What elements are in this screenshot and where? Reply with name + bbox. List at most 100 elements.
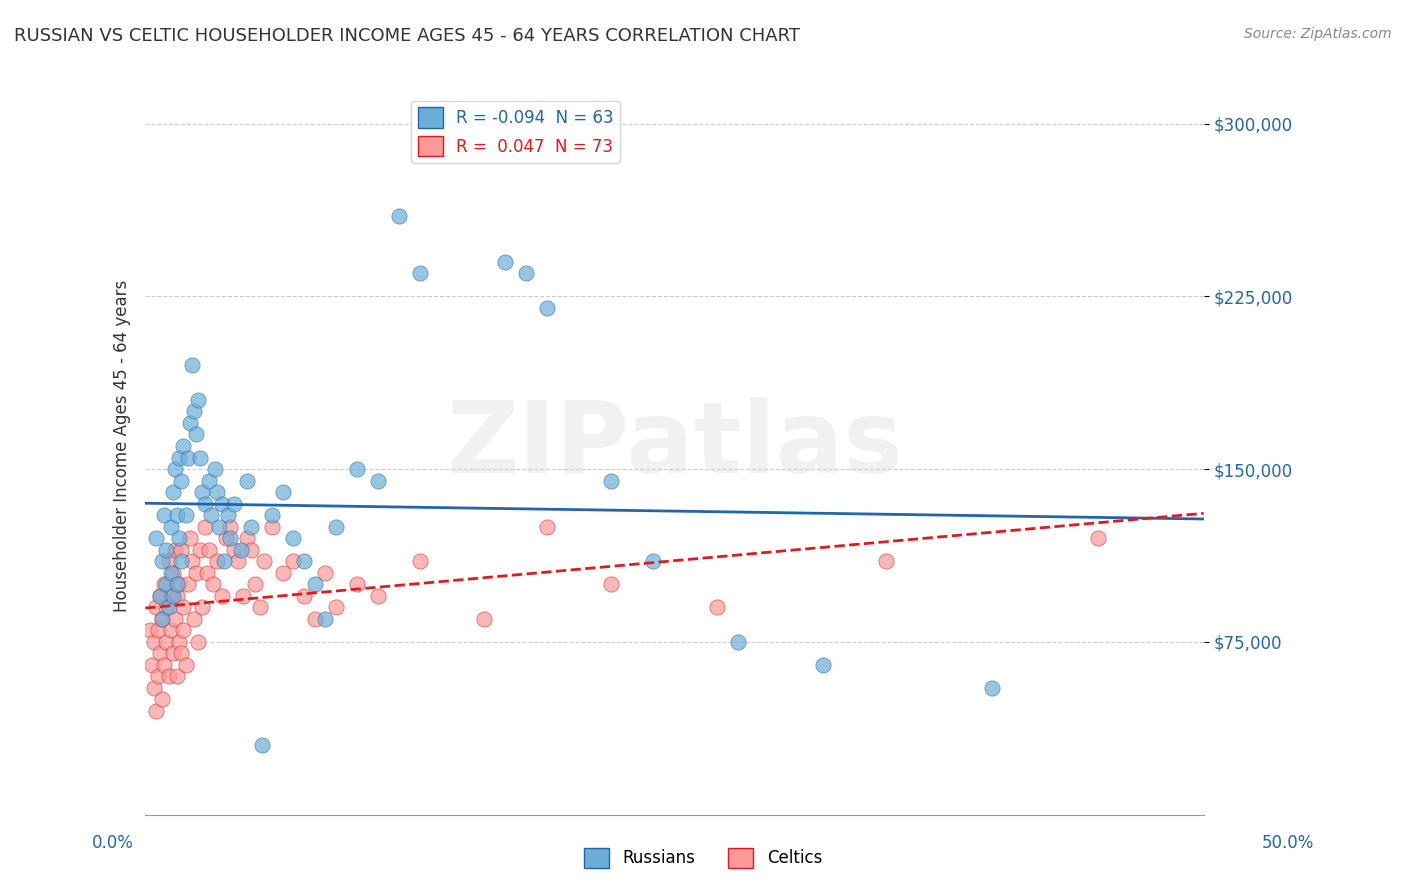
Point (150, 612, 173, 626)
Point (174, 508, 197, 522)
Point (188, 542, 211, 557)
Point (224, 542, 246, 557)
Point (142, 681, 165, 695)
Point (202, 577, 225, 591)
Point (217, 508, 239, 522)
Text: Source: ZipAtlas.com: Source: ZipAtlas.com (1244, 27, 1392, 41)
Point (200, 508, 222, 522)
Point (157, 669, 180, 683)
Point (706, 600, 728, 615)
Point (304, 612, 326, 626)
Point (409, 554, 432, 568)
Point (208, 519, 231, 533)
Point (184, 427, 207, 442)
Point (229, 542, 252, 557)
Point (162, 589, 184, 603)
Point (271, 485, 294, 500)
Point (174, 657, 197, 672)
Point (138, 624, 160, 638)
Point (325, 600, 347, 615)
Point (215, 531, 238, 545)
Point (153, 657, 176, 672)
Point (207, 485, 229, 500)
Point (180, 554, 202, 568)
Y-axis label: Householder Income Ages 45 - 64 years: Householder Income Ages 45 - 64 years (114, 280, 131, 612)
Point (187, 392, 209, 407)
Text: 0.0%: 0.0% (91, 834, 134, 852)
Point (145, 600, 167, 615)
Point (162, 646, 184, 660)
Point (184, 566, 207, 580)
Point (409, 266, 432, 280)
Point (155, 577, 177, 591)
Point (314, 566, 336, 580)
Point (167, 531, 190, 545)
Point (153, 577, 176, 591)
Point (150, 692, 173, 706)
Point (271, 566, 294, 580)
Point (155, 542, 177, 557)
Point (141, 657, 163, 672)
Point (176, 450, 198, 465)
Legend: Russians, Celtics: Russians, Celtics (578, 841, 828, 875)
Legend: R = -0.094  N = 63, R =  0.047  N = 73: R = -0.094 N = 63, R = 0.047 N = 73 (411, 101, 620, 163)
Point (146, 669, 169, 683)
Point (162, 566, 184, 580)
Point (325, 519, 347, 533)
Point (198, 542, 221, 557)
Text: ZIPatlas: ZIPatlas (446, 398, 903, 494)
Point (180, 359, 202, 373)
Point (727, 635, 749, 649)
Point (811, 657, 834, 672)
Point (155, 635, 177, 649)
Text: 50.0%: 50.0% (1263, 834, 1315, 852)
Point (304, 577, 326, 591)
Point (224, 497, 246, 511)
Point (600, 577, 623, 591)
Point (149, 589, 172, 603)
Point (388, 209, 411, 223)
Point (292, 589, 315, 603)
Point (153, 508, 176, 522)
Point (149, 646, 172, 660)
Point (472, 612, 495, 626)
Point (262, 508, 284, 522)
Point (159, 519, 181, 533)
Text: RUSSIAN VS CELTIC HOUSEHOLDER INCOME AGES 45 - 64 YEARS CORRELATION CHART: RUSSIAN VS CELTIC HOUSEHOLDER INCOME AGE… (14, 27, 800, 45)
Point (167, 450, 190, 465)
Point (162, 485, 184, 500)
Point (292, 554, 315, 568)
Point (236, 531, 259, 545)
Point (212, 554, 235, 568)
Point (187, 635, 209, 649)
Point (142, 635, 165, 649)
Point (245, 577, 267, 591)
Point (211, 497, 233, 511)
Point (172, 439, 194, 453)
Point (219, 519, 242, 533)
Point (163, 462, 186, 476)
Point (188, 450, 211, 465)
Point (157, 554, 180, 568)
Point (191, 600, 214, 615)
Point (163, 612, 186, 626)
Point (194, 519, 217, 533)
Point (536, 519, 558, 533)
Point (219, 531, 242, 545)
Point (346, 577, 368, 591)
Point (159, 566, 181, 580)
Point (146, 624, 169, 638)
Point (283, 554, 305, 568)
Point (179, 416, 201, 430)
Point (314, 612, 336, 626)
Point (157, 600, 180, 615)
Point (194, 497, 217, 511)
Point (172, 624, 194, 638)
Point (494, 254, 516, 268)
Point (1087, 531, 1109, 545)
Point (167, 577, 190, 591)
Point (240, 542, 263, 557)
Point (145, 704, 167, 718)
Point (253, 554, 276, 568)
Point (179, 531, 201, 545)
